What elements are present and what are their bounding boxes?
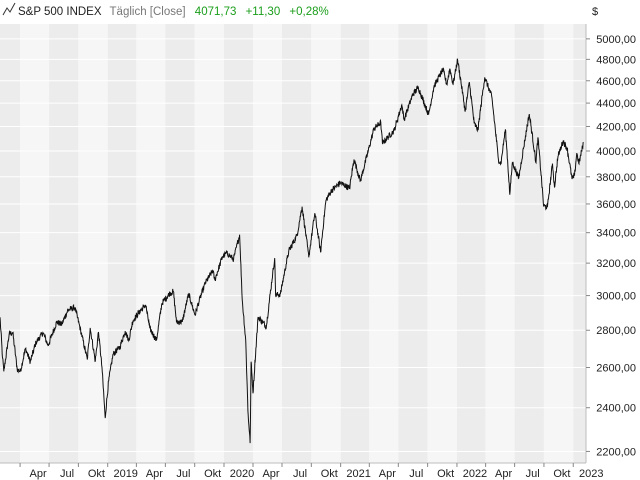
header-title-line: S&P 500 INDEX Täglich [Close] 4071,73 +1… — [18, 6, 329, 18]
y-tick-label: 3000,00 — [596, 291, 636, 303]
x-tick-label: Apr — [146, 468, 163, 480]
y-tick-label: 2800,00 — [596, 325, 636, 337]
x-tick-label: Jul — [176, 468, 190, 480]
x-tick-label: Jul — [60, 468, 74, 480]
series-line — [0, 58, 584, 444]
gridlines — [0, 38, 586, 452]
quarter-band — [49, 24, 79, 463]
y-tick-label: 4600,00 — [596, 76, 636, 88]
quarter-band — [136, 24, 166, 463]
quarter-band — [253, 24, 283, 463]
y-tick-label: 3200,00 — [596, 258, 636, 270]
y-tick-label: 4800,00 — [596, 54, 636, 66]
x-tick-label: Okt — [204, 468, 221, 480]
x-tick-label: Jul — [526, 468, 540, 480]
y-tick-label: 2400,00 — [596, 403, 636, 415]
y-tick-label: 2600,00 — [596, 362, 636, 374]
x-tick-label: 2022 — [463, 468, 487, 480]
y-tick-label: 4200,00 — [596, 121, 636, 133]
quarter-band — [427, 24, 457, 463]
x-axis: Apr Jul Okt 2019 Apr Jul Okt 2020 Apr Jul Okt 2021 A… — [19, 463, 603, 480]
x-tick-label: 2023 — [579, 468, 603, 480]
x-tick-label: Okt — [437, 468, 454, 480]
quarter-band — [20, 24, 50, 463]
quarter-band — [0, 24, 21, 463]
quarter-band — [194, 24, 225, 463]
y-tick-label: 5000,00 — [596, 34, 636, 46]
data-mode: Täglich [Close] — [110, 6, 186, 18]
x-tick-label: Jul — [409, 468, 423, 480]
quarter-band — [398, 24, 428, 463]
y-tick-label: 3800,00 — [596, 172, 636, 184]
symbol-name: S&P 500 INDEX — [18, 6, 102, 18]
last-price: 4071,73 — [195, 6, 237, 18]
y-tick-label: 3600,00 — [596, 199, 636, 211]
x-tick-label: Okt — [321, 468, 338, 480]
header-bar — [0, 0, 586, 22]
x-tick-label: 2021 — [346, 468, 370, 480]
quarter-band — [78, 24, 108, 463]
quarter-band — [456, 24, 486, 463]
price-change-pct: +0,28% — [289, 6, 328, 18]
x-tick-label: Apr — [495, 468, 512, 480]
x-tick-label: Apr — [262, 468, 279, 480]
x-tick-label: Apr — [30, 468, 47, 480]
quarter-band — [311, 24, 341, 463]
quarter-band — [485, 24, 515, 463]
x-tick-label: Apr — [379, 468, 396, 480]
x-tick-label: Okt — [553, 468, 570, 480]
x-tick-label: 2019 — [113, 468, 137, 480]
quarter-band — [369, 24, 399, 463]
y-axis-unit: $ — [592, 6, 598, 18]
x-tick-label: 2020 — [230, 468, 254, 480]
y-tick-label: 2200,00 — [596, 446, 636, 458]
trend-icon — [2, 2, 16, 16]
quarter-band — [340, 24, 370, 463]
x-tick-label: Jul — [293, 468, 307, 480]
quarter-band — [573, 24, 586, 463]
x-tick-label: Okt — [88, 468, 105, 480]
y-tick-label: 3400,00 — [596, 228, 636, 240]
y-tick-label: 4000,00 — [596, 146, 636, 158]
quarter-band — [543, 24, 574, 463]
quarter-band — [282, 24, 312, 463]
quarter-band — [165, 24, 195, 463]
y-axis: 2200,00 2400,00 2600,00 2800,00 3000,00 3200,… — [586, 34, 636, 458]
quarter-band — [514, 24, 544, 463]
quarter-band — [107, 24, 137, 463]
y-tick-label: 4400,00 — [596, 98, 636, 110]
price-change: +11,30 — [246, 6, 281, 18]
plot-area — [0, 58, 584, 444]
